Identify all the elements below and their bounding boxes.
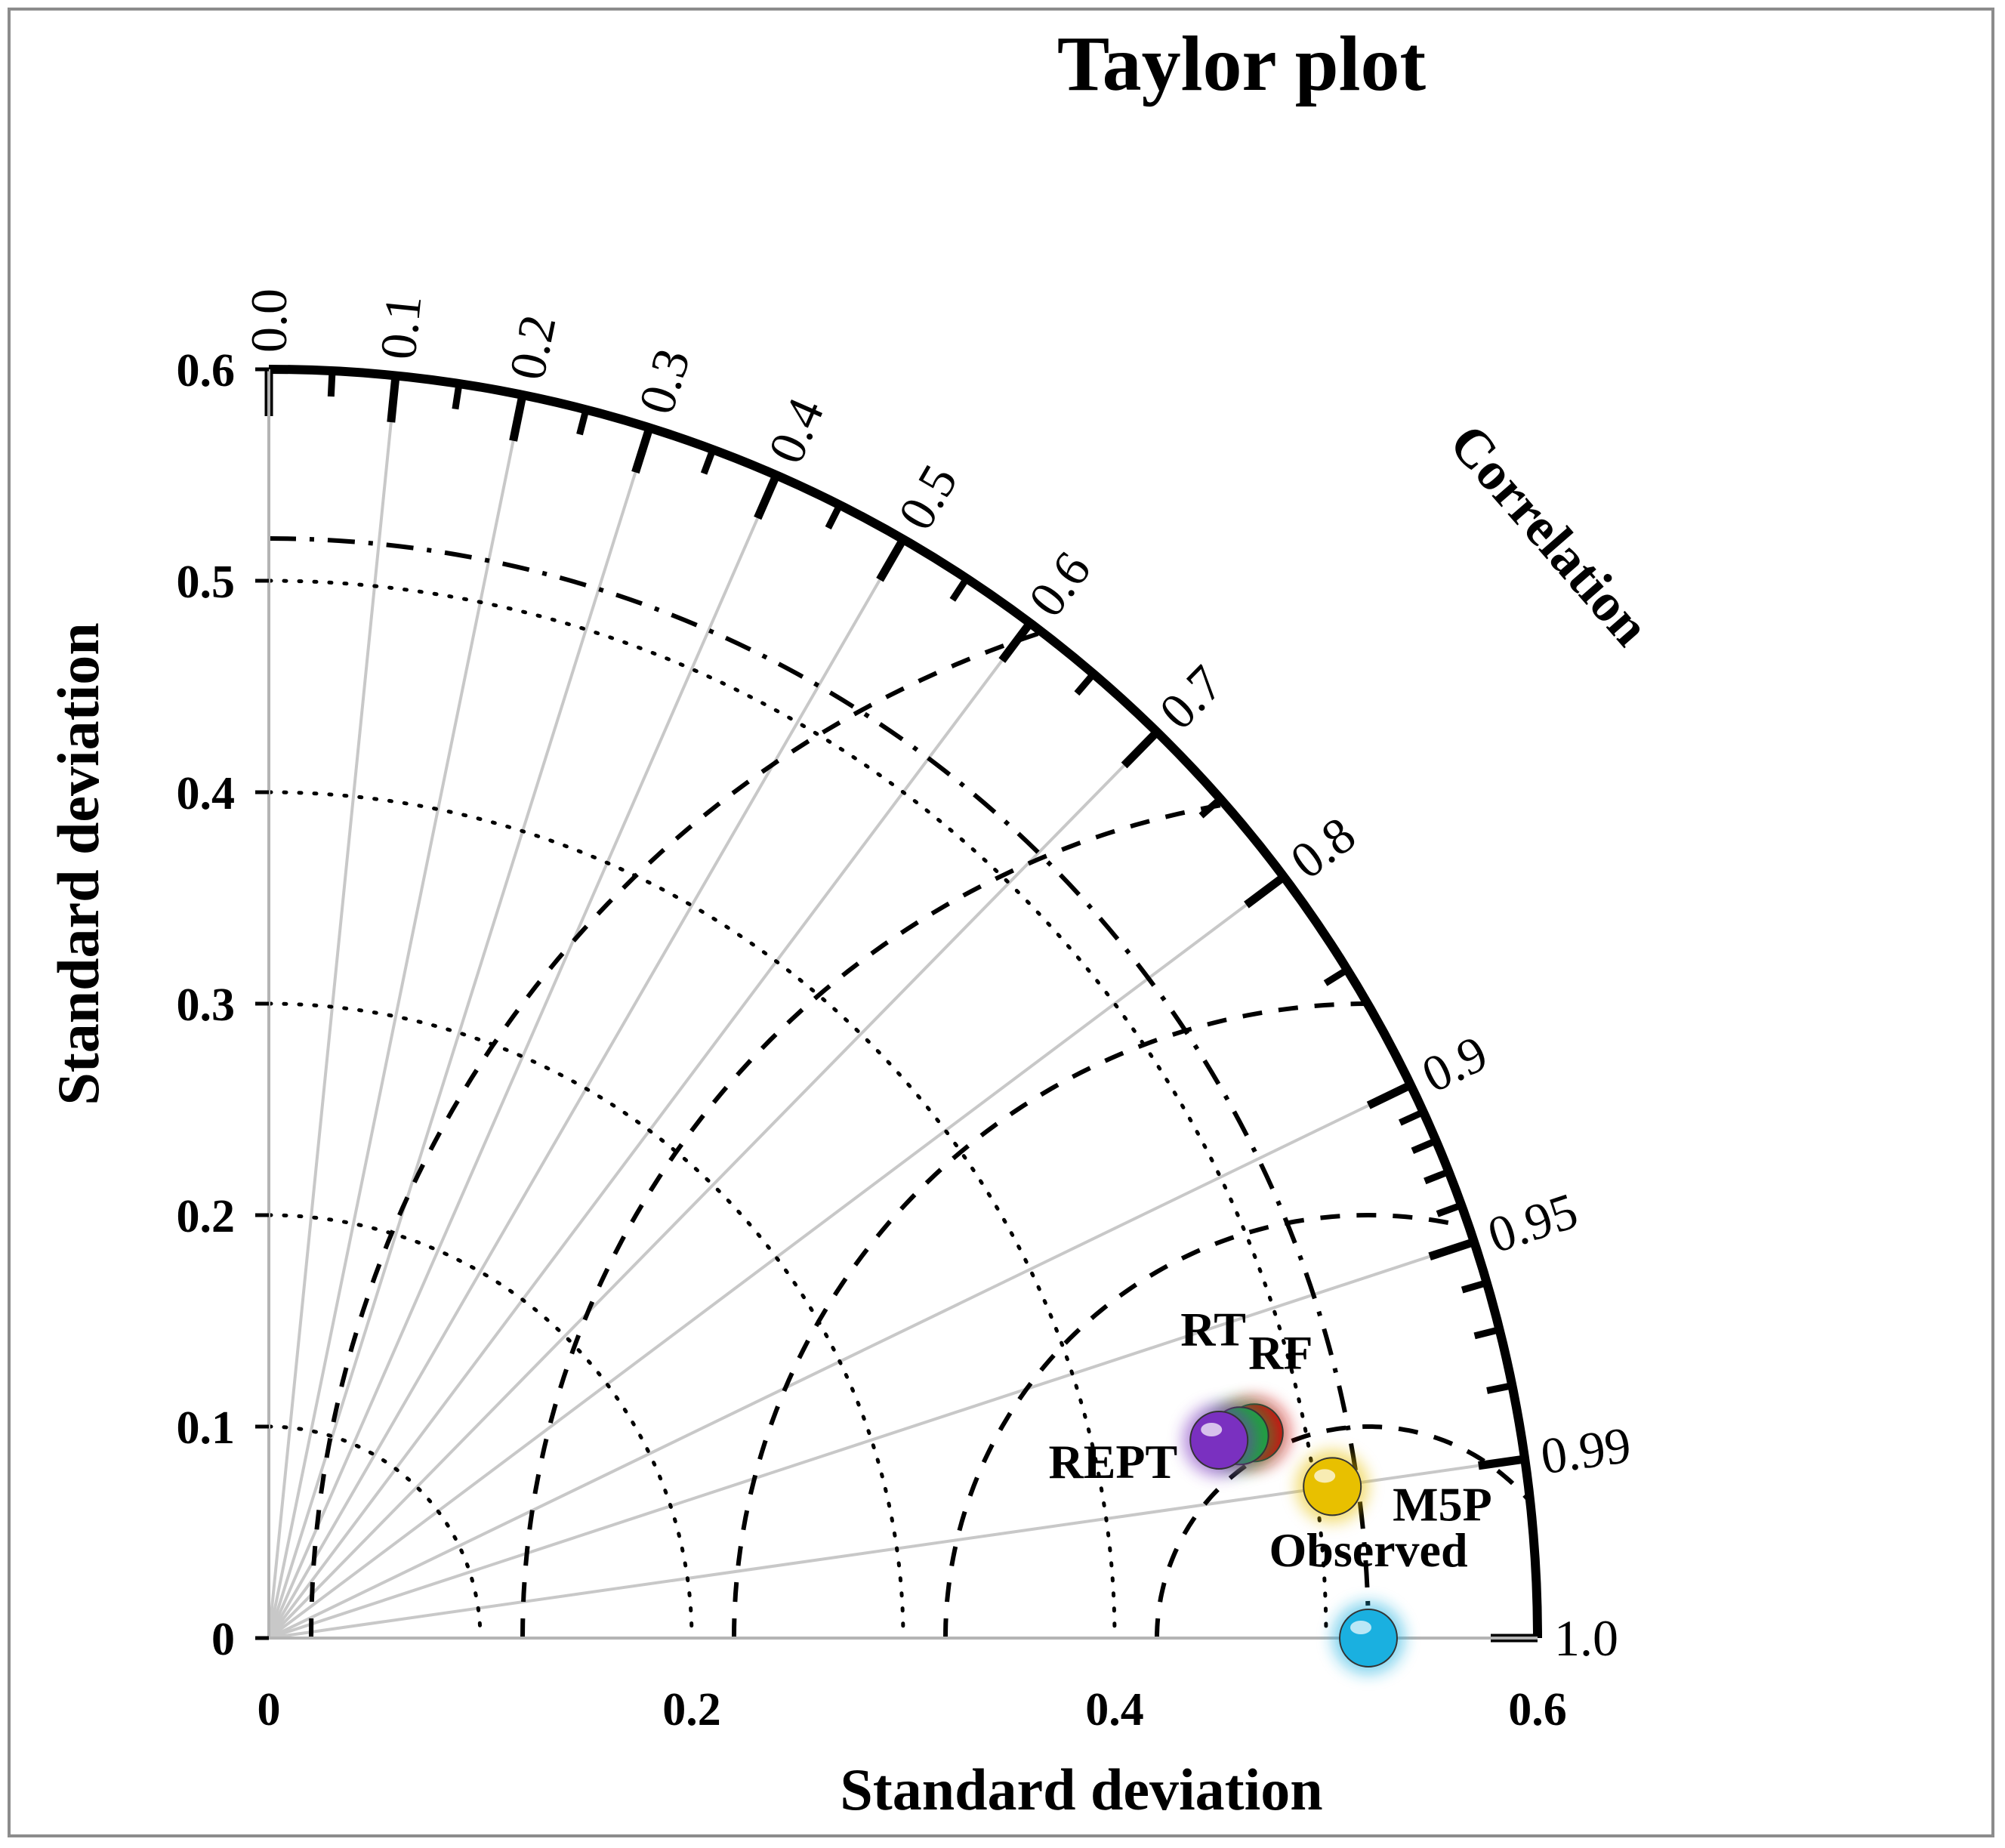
correlation-minor-tick [452, 383, 463, 410]
correlation-line [267, 474, 778, 1639]
crmse-contour [309, 630, 1043, 1639]
point-highlight-observed [1350, 1621, 1371, 1634]
correlation-minor-tick [700, 448, 717, 475]
correlation-tick-label: 1.0 [1554, 1609, 1618, 1667]
correlation-major-tick [631, 426, 654, 474]
correlation-tick-label: 0.4 [757, 390, 835, 471]
correlation-minor-tick [1074, 671, 1097, 696]
std-arc [267, 578, 1328, 1640]
axes [255, 367, 1538, 1640]
point-label-rt: RT [1180, 1302, 1246, 1356]
correlation-minor-tick [327, 370, 336, 397]
y-tick-label: 0 [211, 1614, 235, 1665]
correlation-tick-label: 0.0 [240, 288, 298, 353]
correlation-minor-tick [1323, 967, 1350, 986]
point-label-observed: Observed [1269, 1523, 1467, 1577]
crmse-contour [943, 1212, 1464, 1639]
correlation-major-tick [1366, 1081, 1413, 1109]
point-highlight-m5p [1314, 1469, 1336, 1483]
x-tick-label: 0 [258, 1684, 281, 1735]
correlation-major-tick [509, 393, 527, 442]
std-arc [267, 790, 1117, 1640]
correlation-minor-tick [1198, 796, 1223, 819]
taylor-diagram: 0.0 0.1 0.2 0.3 0.4 0.5 0.6 0.7 0.8 0.9 0.95 0.99 1.… [45, 20, 1661, 1822]
correlation-line [268, 1240, 1475, 1640]
correlation-tick-label: 0.6 [1017, 541, 1102, 628]
y-tick-label: 0.4 [177, 768, 236, 819]
correlation-minor-tick [1486, 1382, 1513, 1394]
x-axis-title: Standard deviation [840, 1757, 1322, 1822]
y-tick-label: 0.2 [177, 1191, 236, 1242]
correlation-tick-label: 0.95 [1481, 1181, 1584, 1263]
correlation-major-tick [1244, 873, 1287, 909]
y-tick-label: 0.6 [177, 345, 236, 396]
point-label-rf: RF [1248, 1325, 1313, 1379]
y-tick-label: 0.3 [177, 980, 236, 1031]
correlation-minor-tick [1424, 1168, 1451, 1185]
correlation-tick-label: 0.9 [1413, 1024, 1496, 1103]
data-points [1183, 1396, 1405, 1674]
x-tick-label: 0.4 [1085, 1684, 1144, 1735]
grid-layer [267, 375, 1525, 1640]
correlation-minor-tick [825, 503, 844, 530]
crmse-contours [268, 536, 1532, 1639]
correlation-line [267, 394, 524, 1639]
correlation-tick-label: 0.8 [1280, 805, 1366, 890]
correlation-tick-label: 0.5 [887, 455, 968, 539]
point-highlight-rept [1201, 1422, 1223, 1436]
chart-frame: 0.0 0.1 0.2 0.3 0.4 0.5 0.6 0.7 0.8 0.9 0.95 0.99 1.… [8, 8, 1994, 1837]
std-arc [267, 1424, 483, 1640]
correlation-tick-label: 0.3 [627, 342, 701, 421]
crmse-contour [1155, 1424, 1532, 1638]
crmse-contour [520, 803, 1223, 1639]
correlation-major-tick [876, 537, 907, 582]
correlation-major-tick [1121, 729, 1160, 769]
outer-arc [268, 365, 1542, 1639]
correlation-minor-tick [576, 409, 590, 436]
std-arc [267, 1001, 905, 1640]
chart-title: Taylor plot [1057, 20, 1427, 107]
point-rept [1189, 1410, 1249, 1470]
correlation-tick-label: 0.99 [1538, 1416, 1635, 1485]
correlation-arc [264, 365, 1542, 1643]
labels: 0.0 0.1 0.2 0.3 0.4 0.5 0.6 0.7 0.8 0.9 0.95 0.99 1.… [177, 288, 1635, 1735]
reference-std-arc [268, 536, 1371, 1639]
correlation-major-tick [1428, 1238, 1476, 1261]
y-tick-label: 0.1 [177, 1402, 236, 1454]
point-label-rept: REPT [1049, 1435, 1178, 1489]
correlation-minor-tick [949, 576, 970, 602]
correlation-minor-tick [1411, 1137, 1438, 1155]
x-tick-label: 0.6 [1508, 1684, 1567, 1735]
correlation-major-tick [1478, 1455, 1525, 1470]
y-tick-label: 0.5 [177, 557, 236, 608]
correlation-minor-tick [1473, 1326, 1501, 1340]
point-label-m5p: M5P [1393, 1477, 1492, 1531]
correlation-major-tick [754, 474, 781, 520]
correlation-minor-tick [1436, 1202, 1463, 1217]
point-observed [1339, 1609, 1398, 1668]
point-m5p [1303, 1457, 1362, 1516]
y-axis-title: Standard deviation [45, 622, 111, 1105]
x-tick-label: 0.2 [662, 1684, 721, 1735]
correlation-minor-tick [1398, 1109, 1425, 1126]
std-arc [267, 1213, 694, 1640]
correlation-major-tick [998, 620, 1034, 663]
correlation-minor-tick [1461, 1279, 1488, 1294]
correlation-tick-label: 0.2 [498, 310, 566, 384]
correlation-major-tick [387, 375, 400, 423]
correlation-axis-title: Correlation [1438, 413, 1661, 657]
correlation-tick-label: 0.7 [1148, 654, 1234, 740]
correlation-tick-label: 0.1 [369, 292, 432, 362]
